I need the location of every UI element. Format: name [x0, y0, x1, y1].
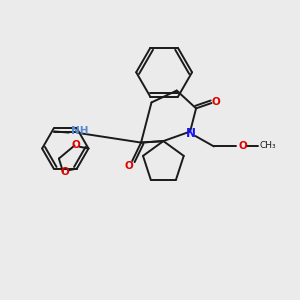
Text: O: O [238, 141, 247, 151]
Text: NH: NH [70, 126, 88, 136]
Text: O: O [212, 97, 221, 107]
Text: O: O [124, 161, 133, 171]
Text: N: N [186, 127, 196, 140]
Text: CH₃: CH₃ [260, 141, 276, 150]
Text: O: O [72, 140, 80, 150]
Text: O: O [60, 167, 69, 178]
